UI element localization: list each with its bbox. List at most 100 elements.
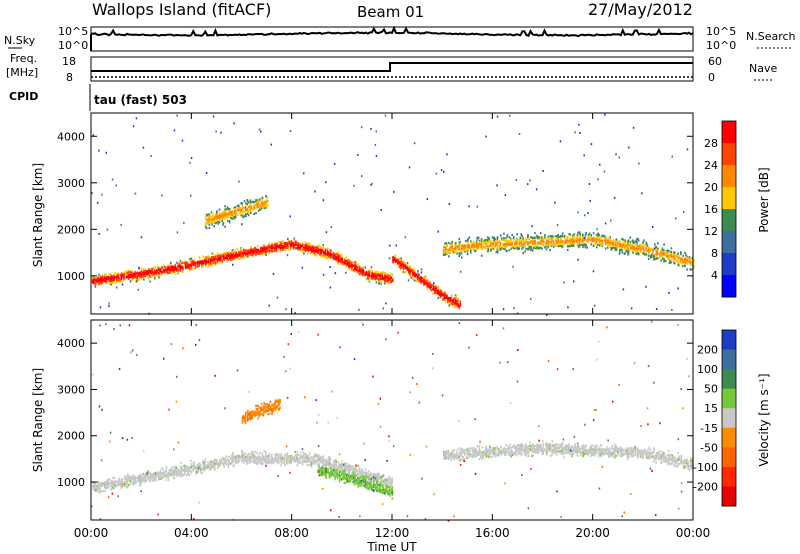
echo-cell [133,482,136,486]
echo-cell [245,251,247,254]
echo-cell [207,465,209,468]
noise-cell [173,129,176,132]
echo-cell [243,454,245,457]
echo-cell [208,257,210,261]
echo-cell [459,243,461,247]
echo-cell [518,239,521,243]
echo-cell [219,464,221,467]
echo-cell [294,458,297,461]
echo-cell [249,205,252,209]
noise-cell [652,255,655,258]
echo-cell [612,243,615,246]
echo-cell [189,258,191,261]
echo-cell [455,300,458,303]
echo-cell [448,241,450,245]
echo-cell [177,271,179,274]
echo-cell [394,256,397,259]
echo-cell [557,234,559,237]
echo-cell [419,277,421,280]
echo-cell [556,243,558,246]
echo-cell [499,234,502,237]
echo-cell [341,254,343,258]
echo-cell [272,458,275,461]
echo-cell [234,214,237,217]
echo-cell [246,203,249,206]
echo-cell [108,279,111,283]
echo-cell [355,264,358,267]
echo-cell [167,479,170,482]
echo-cell [592,244,595,247]
echo-cell [459,240,461,243]
echo-cell [410,269,413,272]
noise-cell [388,257,391,260]
echo-cell [322,254,325,257]
echo-cell [243,256,245,259]
echo-cell [161,270,163,273]
echo-cell [346,262,349,265]
echo-cell [161,266,163,269]
echo-cell [135,476,138,479]
echo-cell [177,264,179,267]
echo-cell [212,463,214,466]
echo-cell [125,480,128,484]
echo-cell [268,252,270,255]
echo-cell [170,265,172,268]
echo-cell [594,239,596,242]
echo-cell [103,279,106,282]
echo-cell [224,216,227,219]
echo-cell [163,271,165,274]
echo-cell [430,289,433,292]
echo-cell [368,269,371,272]
echo-cell [447,296,449,300]
echo-cell [567,243,569,247]
echo-cell [115,485,118,488]
echo-cell [211,262,214,266]
echo-cell [460,247,463,250]
echo-cell [122,484,124,487]
echo-cell [277,453,280,456]
echo-cell [225,252,228,255]
echo-cell [506,242,509,245]
echo-cell [195,470,198,473]
echo-cell [235,454,238,457]
echo-cell [229,456,232,460]
echo-cell [262,204,265,207]
echo-cell [274,455,277,458]
echo-cell [578,231,581,234]
noise-cell [286,254,289,257]
echo-cell [693,259,695,262]
echo-cell [313,250,316,253]
echo-cell [418,273,420,276]
echo-cell [230,252,232,255]
echo-cell [401,261,404,264]
echo-cell [160,267,163,270]
noise-cell [630,307,633,310]
echo-cell [368,270,371,273]
echo-cell [172,469,175,472]
echo-cell [476,248,478,251]
noise-cell [589,199,591,202]
echo-cell [173,476,175,479]
noise-cell [241,223,243,226]
echo-cell [561,246,564,249]
echo-cell [607,239,609,242]
echo-cell [218,208,221,211]
echo-cell [170,469,173,472]
echo-cell [439,296,442,299]
echo-cell [459,250,461,253]
echo-cell [508,243,511,246]
echo-cell [248,456,250,459]
noise-cell [440,169,443,172]
echo-cell [146,271,149,274]
noise-cell [527,235,529,238]
noise-cell [289,130,292,132]
echo-cell [633,241,635,244]
echo-cell [317,249,320,252]
echo-cell [150,475,153,478]
echo-cell [116,482,119,485]
echo-cell [259,204,261,207]
echo-cell [220,256,222,259]
echo-cell [630,248,632,251]
echo-cell [681,261,683,264]
echo-cell [438,294,441,297]
